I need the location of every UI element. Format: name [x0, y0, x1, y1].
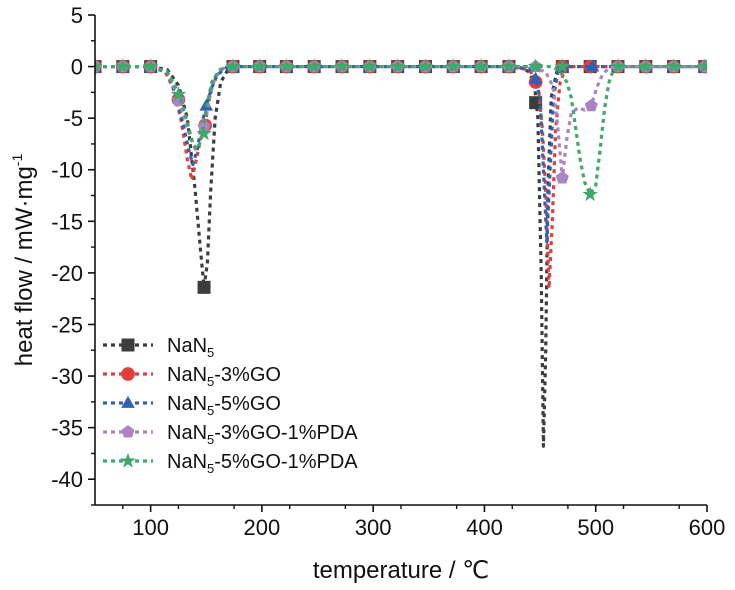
- y-tick-label: -10: [51, 158, 83, 183]
- legend-label-sub: 5: [207, 461, 214, 476]
- legend-entry-1: NaN5: [103, 335, 214, 360]
- legend-label: NaN5-5%GO: [167, 393, 281, 418]
- series-5-marker: [610, 58, 626, 74]
- series-5-marker: [115, 58, 131, 74]
- legend-label: NaN5-5%GO-1%PDA: [167, 451, 358, 476]
- y-tick-label: -40: [51, 467, 83, 492]
- series-1-line: [95, 64, 707, 448]
- series-5-marker: [196, 125, 212, 141]
- series-5-marker: [142, 58, 159, 74]
- series-3-line: [95, 64, 707, 244]
- series-4-marker: [555, 171, 569, 184]
- legend-label-rest: -5%GO: [214, 393, 281, 415]
- legend-label-rest: -5%GO-1%PDA: [214, 451, 358, 473]
- legend-marker: [121, 395, 135, 408]
- legend-label-rest: -3%GO-1%PDA: [214, 422, 358, 444]
- x-tick-label: 100: [132, 515, 169, 540]
- legend-entry-5: NaN5-5%GO-1%PDA: [103, 451, 358, 476]
- y-axis-title-main: heat flow / mW·mg: [11, 166, 38, 366]
- y-tick-label: 0: [71, 55, 83, 80]
- x-tick-label: 600: [689, 515, 726, 540]
- legend-label-main: NaN: [167, 422, 207, 444]
- x-tick-label: 300: [355, 515, 392, 540]
- series-5-marker: [445, 58, 462, 74]
- x-tick-label: 200: [244, 515, 281, 540]
- series-5-marker: [473, 58, 489, 74]
- y-tick-label: -20: [51, 261, 83, 286]
- series-5-marker: [95, 58, 103, 74]
- series-5-marker: [501, 58, 517, 74]
- series-5: [95, 58, 707, 202]
- series-5-marker: [334, 58, 350, 74]
- series-4-line: [95, 64, 707, 180]
- legend-entry-4: NaN5-3%GO-1%PDA: [103, 422, 358, 447]
- legend-marker: [121, 338, 135, 352]
- series-5-marker: [527, 58, 544, 74]
- y-tick-label: -25: [51, 312, 83, 337]
- legend-label-sub: 5: [207, 432, 214, 447]
- legend-entry-3: NaN5-5%GO: [103, 393, 281, 418]
- legend-label: NaN5-3%GO: [167, 364, 281, 389]
- series-5-marker: [225, 58, 241, 74]
- legend-label-main: NaN: [167, 451, 207, 473]
- legend-label-sub: 5: [207, 345, 214, 360]
- series-4-marker: [584, 98, 598, 112]
- y-tick-label: -30: [51, 364, 83, 389]
- legend-label-rest: -3%GO: [214, 364, 281, 386]
- legend-marker: [120, 452, 136, 468]
- series-5-marker: [582, 186, 598, 202]
- series-3: [95, 59, 707, 244]
- legend-label: NaN5-3%GO-1%PDA: [167, 422, 358, 447]
- legend-marker: [121, 367, 135, 381]
- legend-label: NaN5: [167, 335, 214, 360]
- series-5-marker: [697, 58, 707, 74]
- legend-label-sub: 5: [207, 403, 214, 418]
- series-3-marker: [585, 59, 600, 72]
- legend-label-main: NaN: [167, 364, 207, 386]
- series-1-marker: [197, 280, 211, 294]
- legend-marker: [121, 425, 135, 438]
- legend: NaN5NaN5-3%GONaN5-5%GONaN5-3%GO-1%PDANaN…: [103, 335, 358, 476]
- series-5-marker: [306, 58, 322, 74]
- x-axis-title: temperature / ℃: [313, 557, 489, 584]
- x-tick-label: 400: [466, 515, 503, 540]
- x-tick-label: 500: [577, 515, 614, 540]
- series-5-marker: [665, 58, 682, 74]
- series-3-marker: [528, 71, 543, 84]
- series-5-marker: [389, 58, 406, 74]
- y-axis-title-sup: -1: [9, 154, 25, 167]
- legend-label-sub: 5: [207, 374, 214, 389]
- series-5-line: [95, 64, 707, 197]
- series-5-marker: [554, 58, 571, 74]
- series-5-marker: [417, 58, 434, 74]
- series-5-marker: [638, 58, 654, 74]
- plot-area: [95, 58, 707, 448]
- y-tick-label: -35: [51, 416, 83, 441]
- legend-label-main: NaN: [167, 393, 207, 415]
- series-5-marker: [251, 58, 268, 74]
- series-2-line: [95, 64, 707, 290]
- legend-entry-2: NaN5-3%GO: [103, 364, 281, 389]
- y-tick-label: 5: [71, 3, 83, 28]
- series-5-marker: [170, 86, 187, 101]
- legend-label-main: NaN: [167, 335, 207, 357]
- series-5-marker: [278, 58, 295, 74]
- series-5-marker: [362, 58, 378, 74]
- y-axis-title: heat flow / mW·mg-1: [9, 154, 38, 367]
- y-tick-label: -15: [51, 209, 83, 234]
- axes: 100 200 300 400 500 600 5 0 -5 -10 -15 -20 -25 -30 -35…: [51, 3, 725, 540]
- y-tick-label: -5: [63, 106, 83, 131]
